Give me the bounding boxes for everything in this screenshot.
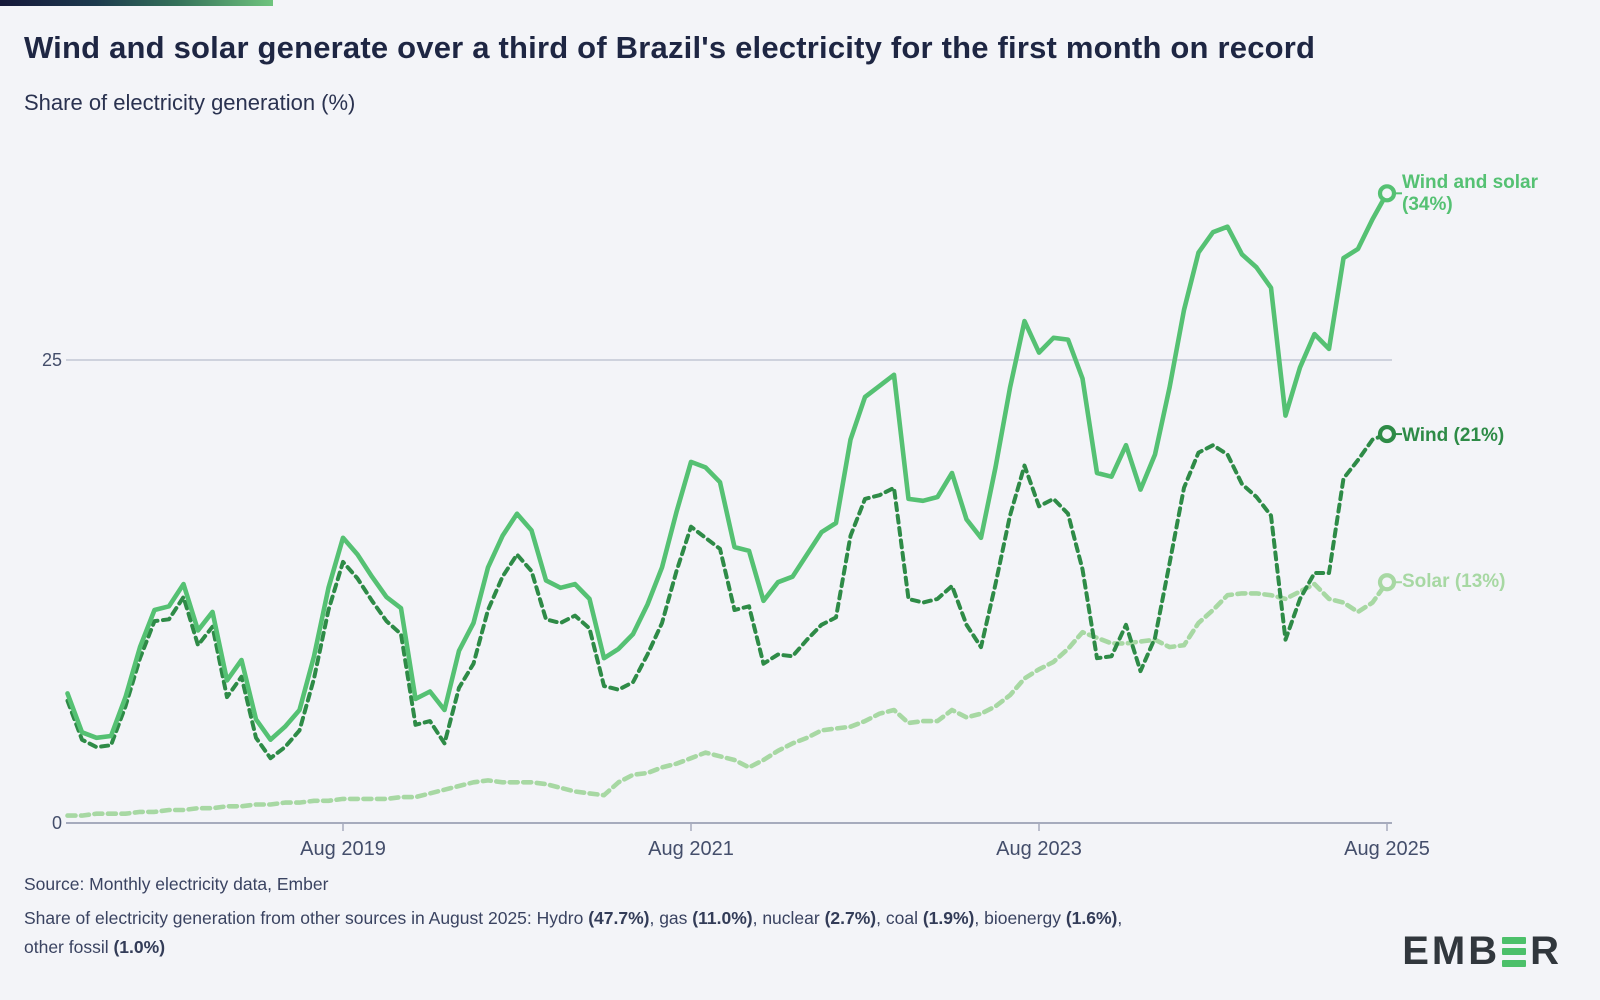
legend-wind-and-solar-value: (34%) xyxy=(1402,194,1453,215)
legend-solar: Solar (13%) xyxy=(1402,571,1506,593)
series-line-wind-and-solar xyxy=(65,191,1390,743)
note-value: (2.7%) xyxy=(824,908,877,928)
legend-wind-and-solar-name: Wind and solar xyxy=(1402,172,1539,193)
brand-gradient-bar xyxy=(0,0,273,6)
x-axis-label: Aug 2021 xyxy=(648,838,734,860)
series-line-solar xyxy=(65,579,1390,818)
y-axis-label-25: 25 xyxy=(41,350,62,370)
note-text: , other fossil xyxy=(24,908,1123,957)
legend-wind-value: (21%) xyxy=(1453,425,1505,446)
ember-logo-text-suffix: R xyxy=(1530,929,1562,973)
note-text: , bioenergy xyxy=(974,908,1066,928)
ember-logo-e-bars-icon xyxy=(1502,936,1527,967)
note-text: , gas xyxy=(649,908,693,928)
chart-title: Wind and solar generate over a third of … xyxy=(24,30,1316,65)
note-value: (11.0%) xyxy=(692,908,753,928)
series-end-marker-1 xyxy=(1377,424,1397,444)
note-text: , nuclear xyxy=(752,908,825,928)
ember-logo-text-prefix: EMB xyxy=(1402,929,1501,973)
x-axis-label: Aug 2023 xyxy=(996,838,1082,860)
other-sources-note: Share of electricity generation from oth… xyxy=(24,904,1164,962)
note-value: (47.7%) xyxy=(588,908,650,928)
x-axis-label: Aug 2019 xyxy=(300,838,386,860)
legend-wind-name: Wind xyxy=(1402,425,1449,446)
ember-logo: EMB R xyxy=(1402,929,1562,974)
note-text: , coal xyxy=(876,908,923,928)
x-axis-label: Aug 2025 xyxy=(1344,838,1430,860)
note-value: (1.0%) xyxy=(113,937,166,957)
y-axis-label-0: 0 xyxy=(51,813,62,833)
legend-solar-name: Solar xyxy=(1402,571,1450,592)
legend-solar-value: (13%) xyxy=(1454,571,1506,592)
chart-subtitle: Share of electricity generation (%) xyxy=(24,90,356,115)
legend-wind-and-solar: Wind and solar (34%) xyxy=(1402,172,1538,216)
note-text: Share of electricity generation from oth… xyxy=(24,908,589,928)
series-end-marker-0 xyxy=(1377,184,1397,203)
legend-wind: Wind (21%) xyxy=(1402,425,1504,447)
source-note: Source: Monthly electricity data, Ember xyxy=(24,874,329,894)
note-value: (1.9%) xyxy=(922,908,975,928)
series-end-marker-2 xyxy=(1377,573,1397,592)
note-value: (1.6%) xyxy=(1065,908,1118,928)
series-line-wind xyxy=(65,432,1389,761)
